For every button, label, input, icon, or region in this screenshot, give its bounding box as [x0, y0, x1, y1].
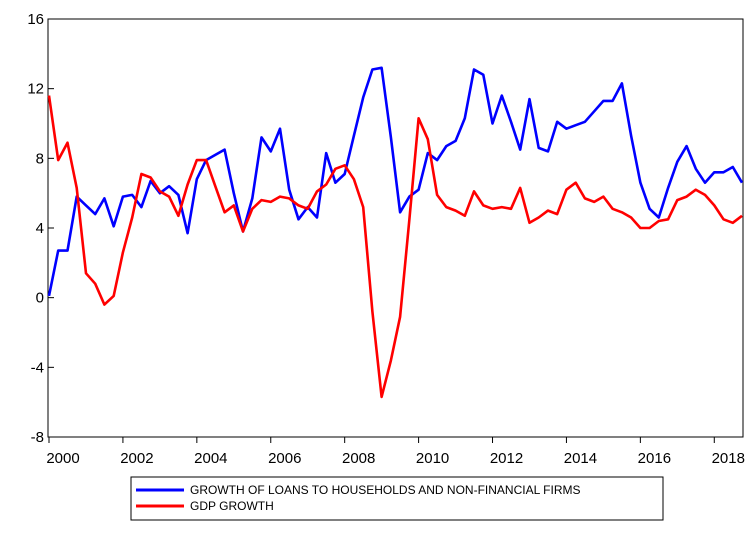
series-line	[47, 95, 743, 399]
x-tick-label: 2004	[194, 450, 227, 467]
x-tick-label: 2016	[638, 450, 671, 467]
y-tick-label: 12	[27, 81, 44, 98]
y-tick-label: -8	[31, 429, 44, 446]
series-line	[47, 66, 744, 297]
legend-box	[130, 476, 664, 521]
y-tick-label: 16	[27, 11, 44, 28]
x-tick-label: 2008	[342, 450, 375, 467]
y-tick-label: 8	[36, 150, 44, 167]
x-tick-label: 2010	[416, 450, 449, 467]
x-tick-label: 2018	[712, 450, 745, 467]
legend-label: GROWTH OF LOANS TO HOUSEHOLDS AND NON-FI…	[190, 483, 581, 497]
x-tick-label: 2014	[564, 450, 597, 467]
y-tick-label: 0	[36, 290, 44, 307]
x-tick-label: 2000	[46, 450, 79, 467]
x-tick-label: 2006	[268, 450, 301, 467]
x-tick-label: 2012	[490, 450, 523, 467]
legend-label: GDP GROWTH	[190, 499, 274, 513]
y-tick-label: -4	[31, 359, 44, 376]
x-tick-label: 2002	[120, 450, 153, 467]
y-tick-label: 4	[36, 220, 44, 237]
